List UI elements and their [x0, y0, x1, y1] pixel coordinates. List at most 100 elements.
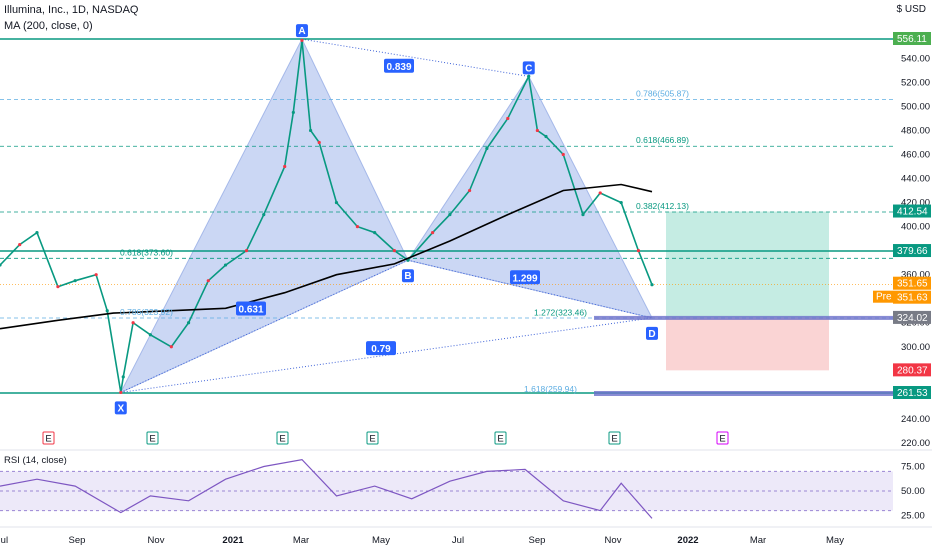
- price-tag: 261.53: [897, 388, 928, 399]
- pattern-point-badge: [295, 24, 308, 38]
- symbol-title: Illumina, Inc., 1D, NASDAQ: [4, 4, 139, 16]
- currency-selector[interactable]: $ USD: [896, 4, 926, 15]
- price-tag: 280.37: [897, 365, 928, 376]
- xd-level-band: [594, 391, 893, 396]
- price-tag: 324.02: [897, 313, 928, 324]
- earnings-label: E: [279, 434, 285, 445]
- y-tick-label: 520.00: [901, 77, 930, 88]
- price-point: [169, 345, 173, 349]
- price-point: [283, 164, 287, 169]
- price-point: [317, 140, 321, 145]
- price-point: [105, 309, 109, 313]
- y-tick-label: 440.00: [901, 174, 930, 185]
- d-level-band: [594, 315, 893, 320]
- price-point: [598, 191, 602, 195]
- price-point: [527, 74, 531, 78]
- target-zone: [666, 211, 829, 318]
- price-point: [186, 321, 191, 325]
- chart-legend: Illumina, Inc., 1D, NASDAQ MA (200, clos…: [4, 2, 139, 34]
- earnings-label: E: [369, 434, 375, 445]
- x-tick-label: 2021: [222, 535, 244, 546]
- price-point: [308, 128, 313, 133]
- earnings-badge: [494, 431, 507, 445]
- pre-tag-bg: [873, 290, 893, 303]
- x-tick-label: May: [372, 535, 390, 546]
- price-point: [561, 152, 565, 157]
- price-point: [392, 249, 397, 253]
- pattern-triangle-bcd: [407, 75, 653, 319]
- y-tick-label: 480.00: [901, 125, 930, 136]
- price-tag-bg: [893, 276, 931, 290]
- y-tick-label: 400.00: [901, 222, 930, 233]
- y-tick-label: 240.00: [901, 414, 930, 425]
- fib-label: 0.618(373.60): [120, 247, 173, 257]
- pattern-point-d: D: [648, 329, 655, 340]
- price-point: [619, 200, 623, 205]
- price-point: [56, 285, 60, 289]
- y-tick-label: 360.00: [901, 270, 930, 281]
- earnings-label: E: [611, 434, 617, 445]
- ratio-line-xd: [120, 317, 653, 393]
- ma-series: [0, 183, 653, 330]
- fib-label: 0.382(412.13): [636, 201, 689, 211]
- price-point: [355, 224, 360, 229]
- pattern-point-badge: [646, 326, 658, 340]
- ratio-badge: [384, 58, 414, 73]
- earnings-label: E: [45, 434, 51, 445]
- y-tick-label: 300.00: [901, 342, 930, 353]
- price-point: [650, 283, 654, 287]
- price-point: [35, 231, 39, 235]
- fib-label: 1.272(323.46): [534, 308, 587, 318]
- price-point: [467, 188, 472, 193]
- price-point: [244, 249, 249, 253]
- price-point: [119, 390, 123, 395]
- price-tag-bg: [893, 244, 931, 258]
- rsi-panel: 25.00 50.00 75.00 RSI (14, close): [0, 449, 932, 522]
- earnings-badge: [146, 431, 159, 445]
- price-axis: 220.00240.00260.00280.00300.00320.00340.…: [873, 32, 931, 449]
- earnings-label: E: [719, 434, 725, 445]
- rsi-tick-label: 25.00: [901, 511, 925, 522]
- ratio-label: 0.79: [371, 344, 391, 355]
- pattern-point-c: C: [525, 63, 532, 74]
- x-tick-label: Sep: [529, 535, 546, 546]
- price-point: [535, 128, 539, 133]
- price-point: [262, 212, 266, 217]
- x-tick-label: Jul: [452, 535, 464, 546]
- price-point: [206, 279, 210, 283]
- price-tag-bg: [893, 363, 931, 377]
- rsi-title: RSI (14, close): [4, 455, 67, 466]
- y-tick-label: 220.00: [901, 438, 930, 449]
- price-point: [544, 134, 548, 139]
- price-point: [223, 263, 228, 267]
- ratio-line-ac: [301, 38, 529, 77]
- price-point: [291, 110, 295, 115]
- x-tick-label: Mar: [750, 535, 766, 546]
- x-tick-label: Mar: [293, 535, 309, 546]
- fib-label: 0.786(505.87): [636, 88, 689, 98]
- earnings-badge: [42, 431, 55, 445]
- price-tag: 351.63: [897, 293, 928, 304]
- price-point: [636, 249, 641, 253]
- rsi-line: [0, 458, 653, 519]
- price-point: [581, 212, 585, 217]
- position-zones: [666, 211, 829, 371]
- earnings-badge: [276, 431, 289, 445]
- pattern-point-badge: [114, 401, 127, 415]
- price-point: [121, 375, 125, 379]
- price-tag: 379.66: [897, 246, 928, 257]
- ratio-label: 0.839: [386, 62, 411, 73]
- ma-indicator-label: MA (200, close, 0): [4, 20, 93, 32]
- ratio-badge: [510, 270, 540, 285]
- price-point: [485, 146, 489, 151]
- price-tag: 556.11: [897, 34, 927, 45]
- x-tick-label: Nov: [605, 535, 622, 546]
- pre-tag: Pre: [876, 292, 892, 303]
- ratio-badge: [236, 301, 266, 316]
- fib-label: 0.786(323.92): [120, 307, 173, 317]
- price-point: [448, 212, 452, 217]
- time-axis: Jul Sep Nov 2021 Mar May Jul Sep Nov 2022 Mar May: [0, 526, 932, 546]
- earnings-badge: [608, 431, 621, 445]
